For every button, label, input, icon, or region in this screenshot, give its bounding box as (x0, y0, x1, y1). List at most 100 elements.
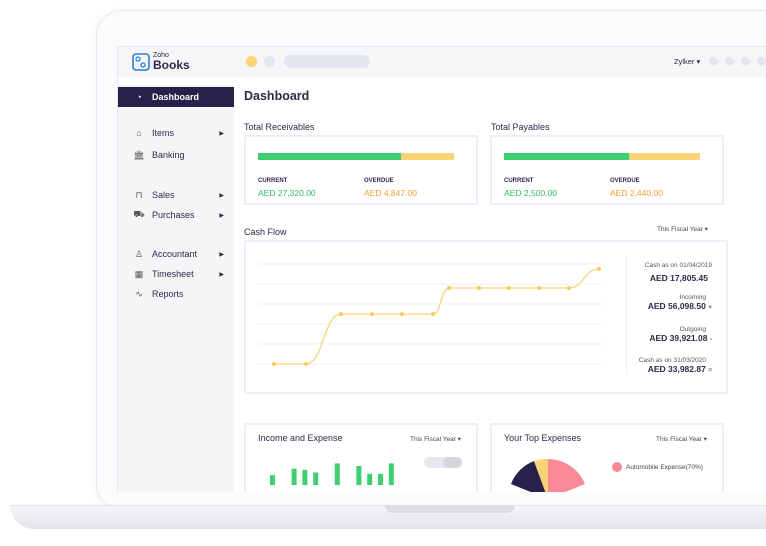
calendar-icon: ▦ (134, 268, 144, 279)
dashboard-icon: ◔ (136, 92, 142, 102)
income-bar (302, 469, 308, 485)
cash-end-label: Cash as on 31/03/2020 (638, 357, 706, 364)
cashflow-point (272, 362, 276, 366)
cashflow-title: Cash Flow (244, 227, 287, 237)
sidebar-item-purchases[interactable]: ⛟ Purchases ▶ (118, 205, 234, 225)
income-bar (388, 463, 394, 485)
sidebar: ◔ Dashboard ⌂ Items ▶ 🏛 Banking ⊓ Sales ▶ ⛟ Purchas… (118, 85, 234, 492)
cashflow-point (537, 286, 541, 290)
receivables-card[interactable]: CURRENT AED 27,320.00 OVERDUE AED 4,847.… (244, 135, 478, 205)
sidebar-item-banking[interactable]: 🏛 Banking (118, 145, 234, 165)
pie-slice-automobile (548, 459, 585, 492)
sidebar-item-label: Accountant (152, 249, 198, 259)
overdue-bar-segment (629, 153, 700, 160)
overdue-amount: AED 2,440.00 (610, 188, 663, 198)
bank-icon: 🏛 (133, 149, 145, 160)
status-dot (264, 56, 275, 67)
cashflow-point (339, 312, 343, 317)
sidebar-item-dashboard[interactable]: ◔ Dashboard (118, 87, 234, 107)
outgoing: Outgoing AED 39,921.08 - (649, 326, 712, 343)
top-expenses-title: Your Top Expenses (504, 433, 582, 443)
income-bar (334, 463, 340, 485)
user-menu[interactable]: Zylker ▾ (674, 57, 701, 66)
top-expenses-card: Your Top Expenses This Fiscal Year ▾ Aut… (490, 423, 724, 492)
sidebar-item-label: Items (152, 128, 175, 138)
sidebar-item-label: Purchases (152, 210, 195, 220)
chart-line-icon: ∿ (135, 288, 143, 299)
incoming-label: Incoming (679, 294, 706, 301)
sidebar-item-label: Reports (152, 289, 184, 299)
zoho-books-logo[interactable]: Zoho Books (132, 52, 190, 71)
receivables-title: Total Receivables (244, 122, 315, 132)
incoming-amount: AED 56,098.50 (647, 301, 706, 311)
toolbar-icon[interactable] (741, 57, 750, 66)
toolbar-icon[interactable] (709, 57, 718, 66)
sidebar-item-reports[interactable]: ∿ Reports (118, 284, 234, 304)
cashflow-point (370, 312, 374, 317)
status-dot-yellow (246, 56, 257, 67)
cashflow-point (507, 286, 511, 290)
current-bar-segment (504, 153, 630, 160)
legend-label: Automobile Expense(70%) (626, 464, 703, 471)
incoming: Incoming AED 56,098.50 + (648, 294, 712, 311)
sidebar-item-items[interactable]: ⌂ Items ▶ (118, 123, 234, 143)
cash-end: Cash as on 31/03/2020 AED 33,982.87 = (639, 357, 712, 374)
income-bar (313, 472, 319, 485)
sidebar-item-sales[interactable]: ⊓ Sales ▶ (118, 185, 234, 205)
overdue-bar-segment (401, 153, 454, 160)
chart-toggle[interactable] (424, 457, 462, 468)
equals-sign: = (708, 367, 712, 374)
minus-sign: - (709, 336, 712, 343)
expenses-period-dropdown[interactable]: This Fiscal Year ▾ (656, 436, 707, 443)
payables-title: Total Payables (491, 122, 550, 132)
cash-start-amount: AED 17,805.45 (649, 273, 708, 283)
page-title: Dashboard (244, 89, 310, 103)
cashflow-point (304, 362, 308, 366)
expenses-pie-chart (511, 459, 585, 492)
sidebar-item-timesheet[interactable]: ▦ Timesheet ▶ (118, 264, 234, 284)
sidebar-item-accountant[interactable]: ♙ Accountant ▶ (118, 244, 234, 264)
cashflow-card: Cash as on 01/04/2019 AED 17,805.45 Incom… (244, 240, 728, 394)
income-bar (270, 475, 275, 485)
cashflow-line-chart (258, 263, 602, 366)
income-bar (291, 468, 297, 485)
pie-slice (534, 459, 548, 492)
overdue-amount: AED 4,847.00 (364, 188, 417, 198)
chevron-right-icon: ▶ (219, 192, 224, 199)
toolbar-icon[interactable] (725, 57, 734, 66)
divider (626, 256, 627, 374)
income-bar (367, 473, 373, 485)
income-bar-chart (270, 463, 394, 485)
bag-icon: ⊓ (135, 189, 143, 200)
current-label: CURRENT (258, 178, 288, 184)
basket-icon: ⌂ (136, 128, 142, 138)
cash-start-label: Cash as on 01/04/2019 (644, 262, 712, 269)
person-icon: ♙ (134, 248, 144, 259)
current-amount: AED 2,500.00 (504, 188, 557, 198)
cashflow-point (477, 286, 481, 290)
app-screen: Zoho Books Zylker ▾ ◔ Dashboard ⌂ Items ▶ 🏛 Ban… (117, 46, 766, 492)
top-bar: Zoho Books Zylker ▾ (118, 47, 766, 77)
income-expense-card: Income and Expense This Fiscal Year ▾ (244, 423, 478, 492)
income-period-dropdown[interactable]: This Fiscal Year ▾ (410, 436, 461, 443)
cash-end-amount: AED 33,982.87 (647, 364, 706, 374)
sidebar-item-label: Dashboard (152, 92, 200, 102)
cashflow-line (274, 268, 600, 365)
cashflow-point (567, 286, 571, 290)
pie-slice (511, 461, 546, 492)
cashflow-point (400, 312, 404, 317)
logo-big-text: Books (153, 58, 190, 72)
chevron-right-icon: ▶ (219, 130, 224, 137)
sidebar-item-label: Timesheet (152, 269, 194, 279)
logo-small-text: Zoho (153, 52, 169, 59)
cashflow-period-dropdown[interactable]: This Fiscal Year ▾ (657, 226, 708, 233)
toolbar-icon[interactable] (757, 57, 766, 66)
payables-card[interactable]: CURRENT AED 2,500.00 OVERDUE AED 2,440.0… (490, 135, 724, 205)
receivables-bar (258, 153, 454, 160)
search-bar[interactable] (284, 55, 370, 68)
outgoing-label: Outgoing (679, 326, 706, 333)
cart-icon: ⛟ (133, 209, 145, 219)
cashflow-point (447, 286, 451, 290)
income-expense-title: Income and Expense (258, 433, 343, 443)
sidebar-item-label: Banking (152, 150, 185, 160)
